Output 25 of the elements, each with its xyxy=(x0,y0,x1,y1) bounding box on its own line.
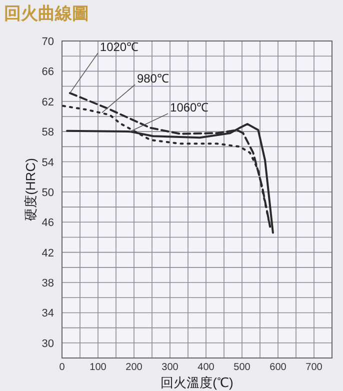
y-tick-label: 38 xyxy=(42,278,54,290)
x-tick-label: 600 xyxy=(270,362,287,373)
y-tick-label: 66 xyxy=(42,66,54,78)
x-tick-label: 0 xyxy=(59,362,66,373)
y-tick-label: 42 xyxy=(42,247,54,260)
x-axis-title: 回火溫度(℃) xyxy=(160,375,234,390)
y-tick-label: 30 xyxy=(42,338,54,350)
x-tick-label: 200 xyxy=(126,362,143,373)
y-tick-label: 34 xyxy=(42,308,54,320)
annotation: 1060℃ xyxy=(170,100,209,115)
y-tick-label: 50 xyxy=(42,186,54,199)
y-tick-label: 46 xyxy=(42,217,54,230)
x-tick-label: 500 xyxy=(234,362,251,373)
x-tick-label: 100 xyxy=(90,362,107,373)
annotation: 980℃ xyxy=(136,72,169,86)
y-tick-label: 70 xyxy=(42,36,54,48)
x-tick-label: 300 xyxy=(162,362,179,373)
y-tick-label: 54 xyxy=(42,156,54,169)
y-tick-label: 58 xyxy=(42,126,54,139)
y-axis-title: 硬度(HRC) xyxy=(23,158,38,221)
x-tick-label: 700 xyxy=(306,362,323,373)
y-tick-label: 62 xyxy=(42,96,54,108)
annotation: 1020℃ xyxy=(100,40,139,54)
x-tick-label: 400 xyxy=(198,362,215,373)
chart-title: 回火曲線圖 xyxy=(4,4,89,23)
